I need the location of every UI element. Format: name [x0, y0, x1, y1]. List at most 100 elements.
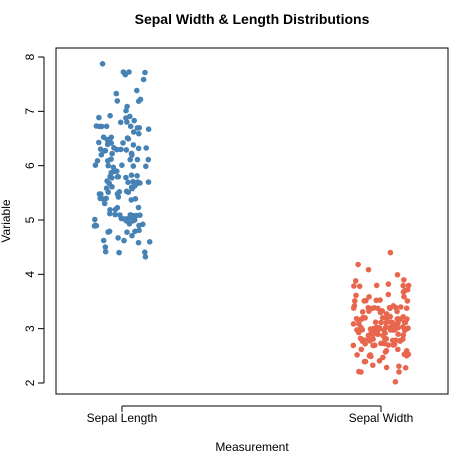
data-point [361, 358, 368, 365]
data-point [130, 142, 137, 148]
data-point [352, 278, 359, 284]
data-point [136, 130, 142, 137]
data-point [128, 197, 135, 203]
data-point [130, 178, 136, 185]
data-point [383, 347, 390, 354]
data-point [120, 140, 126, 146]
data-point [145, 126, 152, 132]
data-point [395, 331, 401, 338]
data-point [385, 281, 392, 287]
data-point [108, 134, 115, 141]
data-point [400, 314, 407, 320]
data-point [385, 342, 392, 348]
data-point [124, 119, 130, 125]
data-point [119, 162, 125, 168]
data-point [105, 229, 111, 235]
data-point [124, 103, 130, 110]
data-point [400, 332, 407, 338]
y-tick-label: 5 [23, 216, 37, 223]
data-point [394, 272, 401, 278]
data-point [396, 369, 402, 375]
data-point [111, 145, 117, 151]
y-tick-label: 8 [23, 53, 37, 60]
data-point [402, 327, 408, 334]
data-point [134, 173, 140, 179]
y-tick-label: 4 [23, 271, 37, 278]
data-point [380, 354, 386, 361]
data-point [143, 163, 149, 170]
data-point [363, 297, 369, 304]
data-point [405, 351, 412, 358]
data-point [131, 117, 137, 124]
data-point [107, 210, 113, 217]
data-point [96, 139, 102, 146]
x-axis-label: Measurement [215, 440, 289, 454]
data-point [350, 305, 357, 311]
data-point [143, 145, 149, 151]
data-point [396, 363, 402, 370]
data-point [400, 282, 407, 289]
x-tick-label: Sepal Length [87, 411, 158, 425]
data-point [402, 319, 409, 326]
data-point [117, 212, 123, 218]
data-point [404, 298, 411, 304]
data-point [118, 146, 124, 153]
data-point [373, 282, 380, 289]
data-point [365, 304, 372, 311]
data-point [123, 107, 129, 114]
data-point [114, 98, 121, 104]
data-point [401, 293, 407, 300]
data-point [381, 327, 387, 334]
data-point [134, 87, 140, 94]
data-point [126, 69, 132, 75]
data-point [110, 164, 117, 171]
data-point [398, 304, 404, 310]
data-point [92, 216, 98, 223]
data-point [351, 283, 357, 289]
data-point [375, 331, 381, 338]
data-point [136, 222, 142, 229]
data-point [387, 324, 393, 331]
data-point [350, 342, 357, 349]
data-points [91, 61, 412, 385]
data-point [142, 253, 149, 260]
data-point [96, 114, 102, 121]
data-point [394, 316, 401, 322]
data-point [356, 368, 362, 375]
data-point [117, 119, 124, 126]
y-tick-label: 7 [23, 108, 37, 115]
chart-title: Sepal Width & Length Distributions [135, 11, 370, 27]
data-point [130, 129, 137, 135]
data-point [135, 179, 141, 185]
data-point [112, 211, 118, 218]
data-point [145, 156, 152, 163]
data-point [368, 327, 375, 333]
data-point [366, 294, 372, 300]
data-point [128, 150, 135, 157]
data-point [376, 325, 383, 332]
data-point [350, 321, 357, 327]
y-tick-label: 6 [23, 162, 37, 169]
data-point [400, 289, 407, 295]
data-point [400, 336, 406, 343]
data-point [127, 123, 134, 130]
data-point [124, 229, 130, 235]
data-point [365, 266, 372, 273]
data-point [353, 292, 359, 299]
data-point [123, 147, 130, 153]
data-point [370, 362, 376, 369]
data-point [102, 248, 109, 255]
data-point [116, 249, 122, 256]
data-point [395, 346, 401, 353]
data-point [385, 291, 392, 298]
data-point [116, 189, 123, 195]
data-point [354, 327, 360, 333]
data-point [377, 297, 383, 303]
data-point [134, 156, 141, 163]
x-axis: Sepal Length Sepal Width [87, 405, 413, 425]
data-point [93, 123, 100, 129]
data-point [105, 189, 111, 195]
data-point [387, 305, 393, 312]
data-point [103, 123, 110, 130]
data-point [142, 249, 148, 255]
